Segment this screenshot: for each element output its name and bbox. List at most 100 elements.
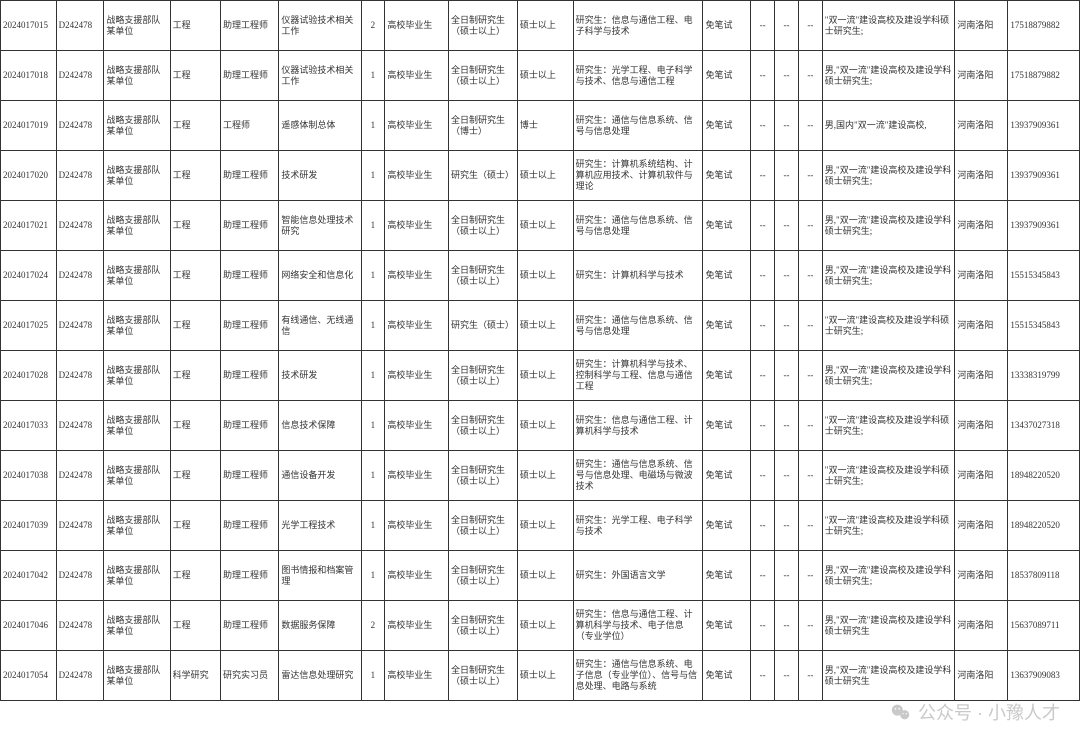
table-cell: 男,"双一流"建设高校及建设学科硕士研究生; — [822, 51, 955, 101]
table-cell: 全日制研究生（硕士以上） — [448, 1, 517, 51]
table-cell: 高校毕业生 — [385, 501, 449, 551]
table-cell: 男,"双一流"建设高校及建设学科硕士研究生 — [822, 651, 955, 701]
table-cell: 免笔试 — [703, 301, 751, 351]
table-cell: 硕士以上 — [517, 51, 573, 101]
table-row: 2024017018D242478战略支援部队某单位工程助理工程师仪器试验技术相… — [1, 51, 1080, 101]
table-cell: 工程 — [170, 301, 220, 351]
table-cell: 2024017019 — [1, 101, 57, 151]
table-cell: 2024017046 — [1, 601, 57, 651]
table-cell: 遥感体制总体 — [279, 101, 361, 151]
table-cell: 全日制研究生（硕士以上） — [448, 501, 517, 551]
table-cell: 全日制研究生（硕士以上） — [448, 451, 517, 501]
table-cell: 1 — [361, 501, 385, 551]
table-cell: 全日制研究生（硕士以上） — [448, 651, 517, 701]
table-cell: -- — [798, 401, 822, 451]
table-cell: D242478 — [56, 401, 104, 451]
table-cell: 研究生：通信与信息系统、信号与信息处理 — [573, 301, 703, 351]
table-cell: 河南洛阳 — [955, 551, 1008, 601]
wechat-icon — [890, 701, 912, 723]
table-cell: -- — [751, 551, 775, 601]
table-cell: 助理工程师 — [221, 1, 279, 51]
table-cell: -- — [798, 201, 822, 251]
table-cell: 硕士以上 — [517, 501, 573, 551]
table-cell: 硕士以上 — [517, 301, 573, 351]
table-cell: "双一流"建设高校及建设学科硕士研究生; — [822, 451, 955, 501]
table-cell: 1 — [361, 101, 385, 151]
table-cell: 雷达信息处理研究 — [279, 651, 361, 701]
table-cell: 研究生：信息与通信工程、电子科学与技术 — [573, 1, 703, 51]
table-cell: 研究生（硕士） — [448, 301, 517, 351]
table-row: 2024017019D242478战略支援部队某单位工程工程师遥感体制总体1高校… — [1, 101, 1080, 151]
table-cell: 河南洛阳 — [955, 401, 1008, 451]
table-cell: -- — [775, 601, 799, 651]
table-cell: 1 — [361, 201, 385, 251]
table-cell: -- — [751, 1, 775, 51]
table-cell: 工程 — [170, 151, 220, 201]
table-cell: 河南洛阳 — [955, 251, 1008, 301]
table-cell: 全日制研究生（硕士以上） — [448, 251, 517, 301]
table-cell: -- — [751, 101, 775, 151]
table-cell: D242478 — [56, 351, 104, 401]
table-cell: -- — [798, 301, 822, 351]
table-cell: 硕士以上 — [517, 601, 573, 651]
table-cell: 河南洛阳 — [955, 601, 1008, 651]
table-cell: 工程 — [170, 451, 220, 501]
table-cell: 硕士以上 — [517, 651, 573, 701]
table-cell: 战略支援部队某单位 — [104, 301, 170, 351]
table-cell: 2024017028 — [1, 351, 57, 401]
table-cell: -- — [751, 151, 775, 201]
table-cell: -- — [775, 551, 799, 601]
table-cell: 战略支援部队某单位 — [104, 51, 170, 101]
table-cell: 免笔试 — [703, 251, 751, 301]
table-cell: 18948220520 — [1008, 501, 1080, 551]
table-cell: 助理工程师 — [221, 301, 279, 351]
table-cell: 战略支援部队某单位 — [104, 351, 170, 401]
table-cell: -- — [751, 601, 775, 651]
table-cell: "双一流"建设高校及建设学科硕士研究生; — [822, 401, 955, 451]
table-cell: 信息技术保障 — [279, 401, 361, 451]
table-cell: D242478 — [56, 451, 104, 501]
table-cell: -- — [798, 351, 822, 401]
table-cell: 男,"双一流"建设高校及建设学科硕士研究生; — [822, 351, 955, 401]
table-cell: D242478 — [56, 151, 104, 201]
table-cell: -- — [751, 401, 775, 451]
table-cell: D242478 — [56, 251, 104, 301]
table-cell: -- — [751, 451, 775, 501]
table-cell: 免笔试 — [703, 601, 751, 651]
table-cell: 战略支援部队某单位 — [104, 201, 170, 251]
table-cell: 工程 — [170, 201, 220, 251]
table-cell: 助理工程师 — [221, 451, 279, 501]
table-cell: 2024017018 — [1, 51, 57, 101]
table-cell: 河南洛阳 — [955, 1, 1008, 51]
table-cell: 18537809118 — [1008, 551, 1080, 601]
table-cell: 15637089711 — [1008, 601, 1080, 651]
table-cell: 2 — [361, 601, 385, 651]
watermark: 公众号 · 小豫人才 — [890, 699, 1060, 725]
table-cell: -- — [775, 151, 799, 201]
table-cell: 战略支援部队某单位 — [104, 651, 170, 701]
table-cell: 研究生：计算机科学与技术 — [573, 251, 703, 301]
table-cell: 15515345843 — [1008, 251, 1080, 301]
table-cell: 通信设备开发 — [279, 451, 361, 501]
table-cell: 免笔试 — [703, 351, 751, 401]
table-cell: 硕士以上 — [517, 551, 573, 601]
table-cell: 17518879882 — [1008, 1, 1080, 51]
table-cell: 全日制研究生（硕士以上） — [448, 401, 517, 451]
table-cell: 免笔试 — [703, 1, 751, 51]
table-row: 2024017033D242478战略支援部队某单位工程助理工程师信息技术保障1… — [1, 401, 1080, 451]
table-cell: 工程师 — [221, 101, 279, 151]
table-cell: -- — [751, 201, 775, 251]
table-cell: 18948220520 — [1008, 451, 1080, 501]
table-cell: 全日制研究生（硕士以上） — [448, 201, 517, 251]
table-row: 2024017020D242478战略支援部队某单位工程助理工程师技术研发1高校… — [1, 151, 1080, 201]
table-cell: 17518879882 — [1008, 51, 1080, 101]
table-cell: 男,"双一流"建设高校及建设学科硕士研究生; — [822, 551, 955, 601]
table-cell: -- — [775, 101, 799, 151]
table-cell: 1 — [361, 401, 385, 451]
table-cell: 助理工程师 — [221, 601, 279, 651]
table-cell: 工程 — [170, 351, 220, 401]
table-cell: 硕士以上 — [517, 401, 573, 451]
table-cell: -- — [751, 251, 775, 301]
table-cell: -- — [751, 51, 775, 101]
table-cell: 河南洛阳 — [955, 201, 1008, 251]
